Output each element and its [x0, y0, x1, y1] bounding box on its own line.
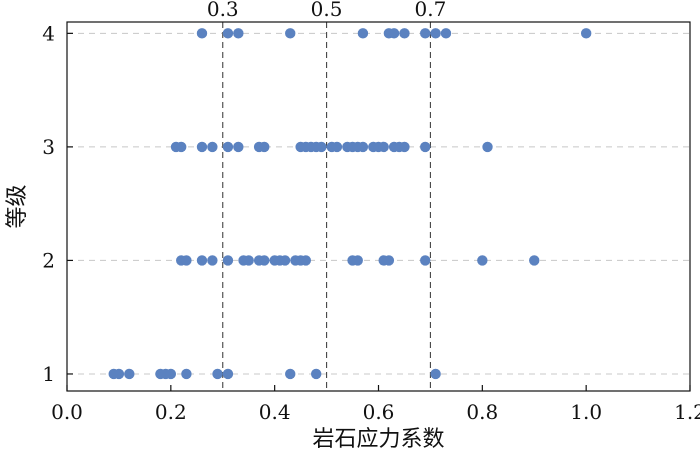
data-point — [222, 368, 234, 380]
x-tick-label: 0.4 — [259, 400, 291, 424]
y-tick-label: 1 — [42, 362, 55, 386]
data-point — [222, 255, 234, 266]
data-point — [259, 141, 270, 153]
grid-lines — [67, 32, 690, 375]
data-point — [477, 255, 488, 266]
data-point — [430, 368, 441, 380]
x-tick-label: 0.6 — [363, 400, 395, 424]
data-point — [212, 368, 223, 380]
data-point — [331, 141, 343, 153]
reference-line-label: 0.5 — [311, 0, 343, 21]
data-point — [357, 28, 369, 39]
data-point — [430, 28, 441, 39]
y-axis-title: 等级 — [5, 184, 30, 228]
data-point — [196, 255, 208, 266]
data-point — [222, 28, 234, 39]
data-point — [357, 141, 369, 153]
data-point — [181, 255, 192, 266]
data-point — [233, 141, 244, 153]
data-point — [388, 28, 400, 39]
data-point — [420, 141, 431, 153]
data-point — [399, 28, 410, 39]
data-point — [207, 141, 218, 153]
data-point — [383, 255, 395, 266]
data-point — [124, 368, 135, 380]
x-tick-label: 0.0 — [51, 400, 83, 424]
data-point — [311, 368, 322, 380]
y-tick-label: 4 — [42, 21, 55, 45]
data-point — [279, 255, 291, 266]
data-point — [420, 255, 431, 266]
data-point — [352, 255, 363, 266]
data-point — [176, 141, 187, 153]
x-tick-label: 1.2 — [674, 400, 700, 424]
reference-line-label: 0.7 — [415, 0, 447, 21]
data-point — [259, 255, 270, 266]
axis-ticks: 0.0 0.2 0.4 0.6 0.8 1.0 1.2 1 2 3 4 — [42, 21, 700, 424]
data-point — [529, 255, 540, 266]
reference-lines: 0.3 0.5 0.7 — [207, 0, 446, 391]
data-point — [285, 28, 296, 39]
data-point — [440, 28, 452, 39]
data-point — [165, 368, 177, 380]
data-point — [196, 28, 208, 39]
data-point — [233, 28, 244, 39]
x-axis-title: 岩石应力系数 — [312, 427, 444, 452]
y-tick-label: 3 — [42, 135, 55, 159]
data-point — [207, 255, 218, 266]
plot-frame — [66, 21, 691, 392]
data-point — [196, 141, 208, 153]
data-point — [378, 141, 389, 153]
x-tick-label: 0.8 — [466, 400, 498, 424]
y-tick-label: 2 — [42, 248, 55, 272]
x-tick-label: 1.0 — [570, 400, 602, 424]
data-point — [113, 368, 125, 380]
data-point — [181, 368, 192, 380]
data-point — [316, 141, 327, 153]
data-point — [580, 28, 592, 39]
data-point — [222, 141, 234, 153]
data-point — [420, 28, 431, 39]
data-point — [243, 255, 254, 266]
data-points — [108, 28, 592, 380]
x-tick-label: 0.2 — [155, 400, 187, 424]
reference-line-label: 0.3 — [207, 0, 239, 21]
data-point — [285, 368, 296, 380]
data-point — [300, 255, 312, 266]
data-point — [399, 141, 410, 153]
data-point — [482, 141, 493, 153]
